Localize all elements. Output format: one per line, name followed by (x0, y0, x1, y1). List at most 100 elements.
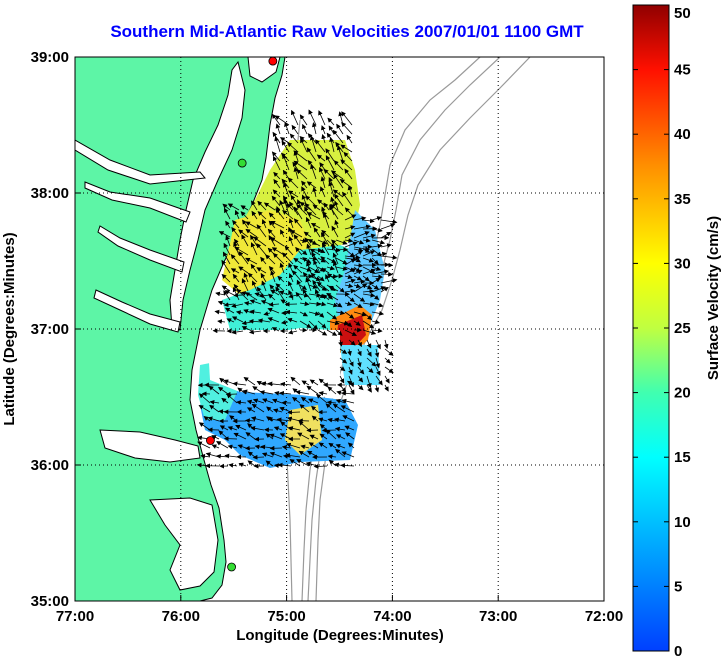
bay-tributary-rappahannock (97, 225, 185, 273)
velocity-arrow (335, 239, 348, 245)
velocity-arrow (353, 239, 365, 245)
velocity-arrow (371, 257, 379, 265)
velocity-arrow (308, 442, 319, 449)
velocity-arrow (209, 399, 220, 405)
velocity-arrow (261, 219, 267, 229)
velocity-arrow (383, 339, 389, 350)
velocity-arrow (336, 123, 344, 135)
velocity-arrow (293, 218, 303, 229)
velocity-arrow (339, 384, 347, 393)
velocity-arrow (321, 242, 330, 256)
velocity-arrow (284, 245, 294, 256)
velocity-arrow (326, 400, 337, 405)
velocity-arrow (235, 424, 247, 431)
velocity-arrow (285, 203, 294, 211)
velocity-arrow (326, 265, 336, 271)
velocity-arrow (366, 339, 372, 349)
colorbar-tick-label: 5 (674, 578, 682, 595)
velocity-arrow (353, 293, 366, 302)
velocity-arrow (353, 283, 362, 289)
velocity-arrow (333, 173, 344, 189)
velocity-arrow (226, 318, 235, 323)
velocity-arrow (219, 425, 229, 431)
velocity-arrow (366, 348, 372, 357)
velocity-arrow (348, 375, 354, 388)
velocity-arrow (299, 404, 310, 413)
velocity-arrow (288, 218, 294, 229)
velocity-arrow (356, 357, 362, 368)
velocity-arrow (321, 134, 326, 144)
velocity-arrow (299, 320, 312, 329)
velocity-arrow (270, 220, 285, 229)
velocity-arrow (268, 212, 276, 220)
velocity-arrow (344, 288, 356, 294)
velocity-arrow (344, 254, 361, 260)
velocity-arrow (277, 462, 292, 468)
velocity-arrow (332, 189, 344, 198)
velocity-arrow (279, 262, 285, 274)
velocity-arrow (357, 366, 365, 375)
velocity-arrow (380, 243, 392, 248)
velocity-arrow (242, 389, 256, 395)
velocity-arrow (339, 348, 348, 355)
velocity-arrow (303, 231, 312, 238)
velocity-arrow (227, 426, 238, 431)
velocity-arrow (249, 309, 262, 315)
velocity-arrow (288, 293, 298, 299)
velocity-arrow (342, 191, 353, 207)
velocity-arrow (375, 375, 383, 386)
velocity-arrow (221, 273, 231, 283)
velocity-arrow (362, 288, 375, 294)
velocity-arrow (344, 168, 353, 180)
velocity-arrow (353, 320, 361, 326)
velocity-arrows (196, 109, 398, 469)
velocity-arrow (345, 432, 355, 440)
velocity-arrow (288, 273, 294, 283)
velocity-arrow (288, 236, 294, 247)
velocity-arrow (301, 380, 310, 386)
velocity-arrow (371, 266, 382, 271)
velocity-arrow (308, 398, 319, 404)
velocity-arrow (305, 216, 312, 229)
velocity-arrow (231, 329, 244, 335)
velocity-arrow (251, 210, 258, 220)
velocity-arrow (315, 139, 326, 153)
velocity-arrow (246, 407, 256, 413)
velocity-arrow (235, 310, 244, 315)
velocity-arrow (335, 302, 343, 308)
velocity-arrow (231, 226, 240, 238)
velocity-arrow (241, 278, 249, 292)
velocity-arrow (353, 311, 367, 317)
velocity-arrow (371, 227, 383, 233)
velocity-arrow (326, 329, 338, 336)
velocity-arrow (251, 280, 258, 292)
velocity-arrow (289, 458, 301, 467)
velocity-arrow (272, 189, 281, 198)
velocity-arrow (245, 257, 258, 265)
velocity-arrow (366, 357, 377, 367)
velocity-arrow (240, 211, 249, 220)
velocity-arrow (267, 228, 276, 238)
grid-lines (75, 57, 604, 601)
velocity-arrow (265, 254, 276, 265)
velocity-arrow (331, 225, 339, 238)
velocity-arrow (224, 453, 238, 459)
velocity-arrow (339, 375, 345, 384)
velocity-arrow (344, 268, 357, 275)
velocity-arrow (344, 238, 354, 243)
velocity-arrow (272, 252, 285, 265)
velocity-arrow (300, 396, 310, 404)
x-axis-ticks: 77:00 76:00 75:00 74:00 73:00 72:00 (56, 595, 623, 625)
velocity-arrow (313, 464, 328, 469)
velocity-arrow (227, 444, 238, 450)
velocity-arrow (266, 406, 274, 413)
velocity-arrow (374, 384, 380, 393)
velocity-arrow (321, 125, 326, 135)
velocity-arrow (332, 403, 346, 413)
radar-station-marker (227, 562, 236, 572)
velocity-arrow (231, 303, 244, 308)
velocity-arrow (326, 311, 338, 320)
velocity-arrow (285, 453, 301, 458)
velocity-arrow (366, 375, 372, 389)
velocity-arrow (241, 234, 249, 247)
